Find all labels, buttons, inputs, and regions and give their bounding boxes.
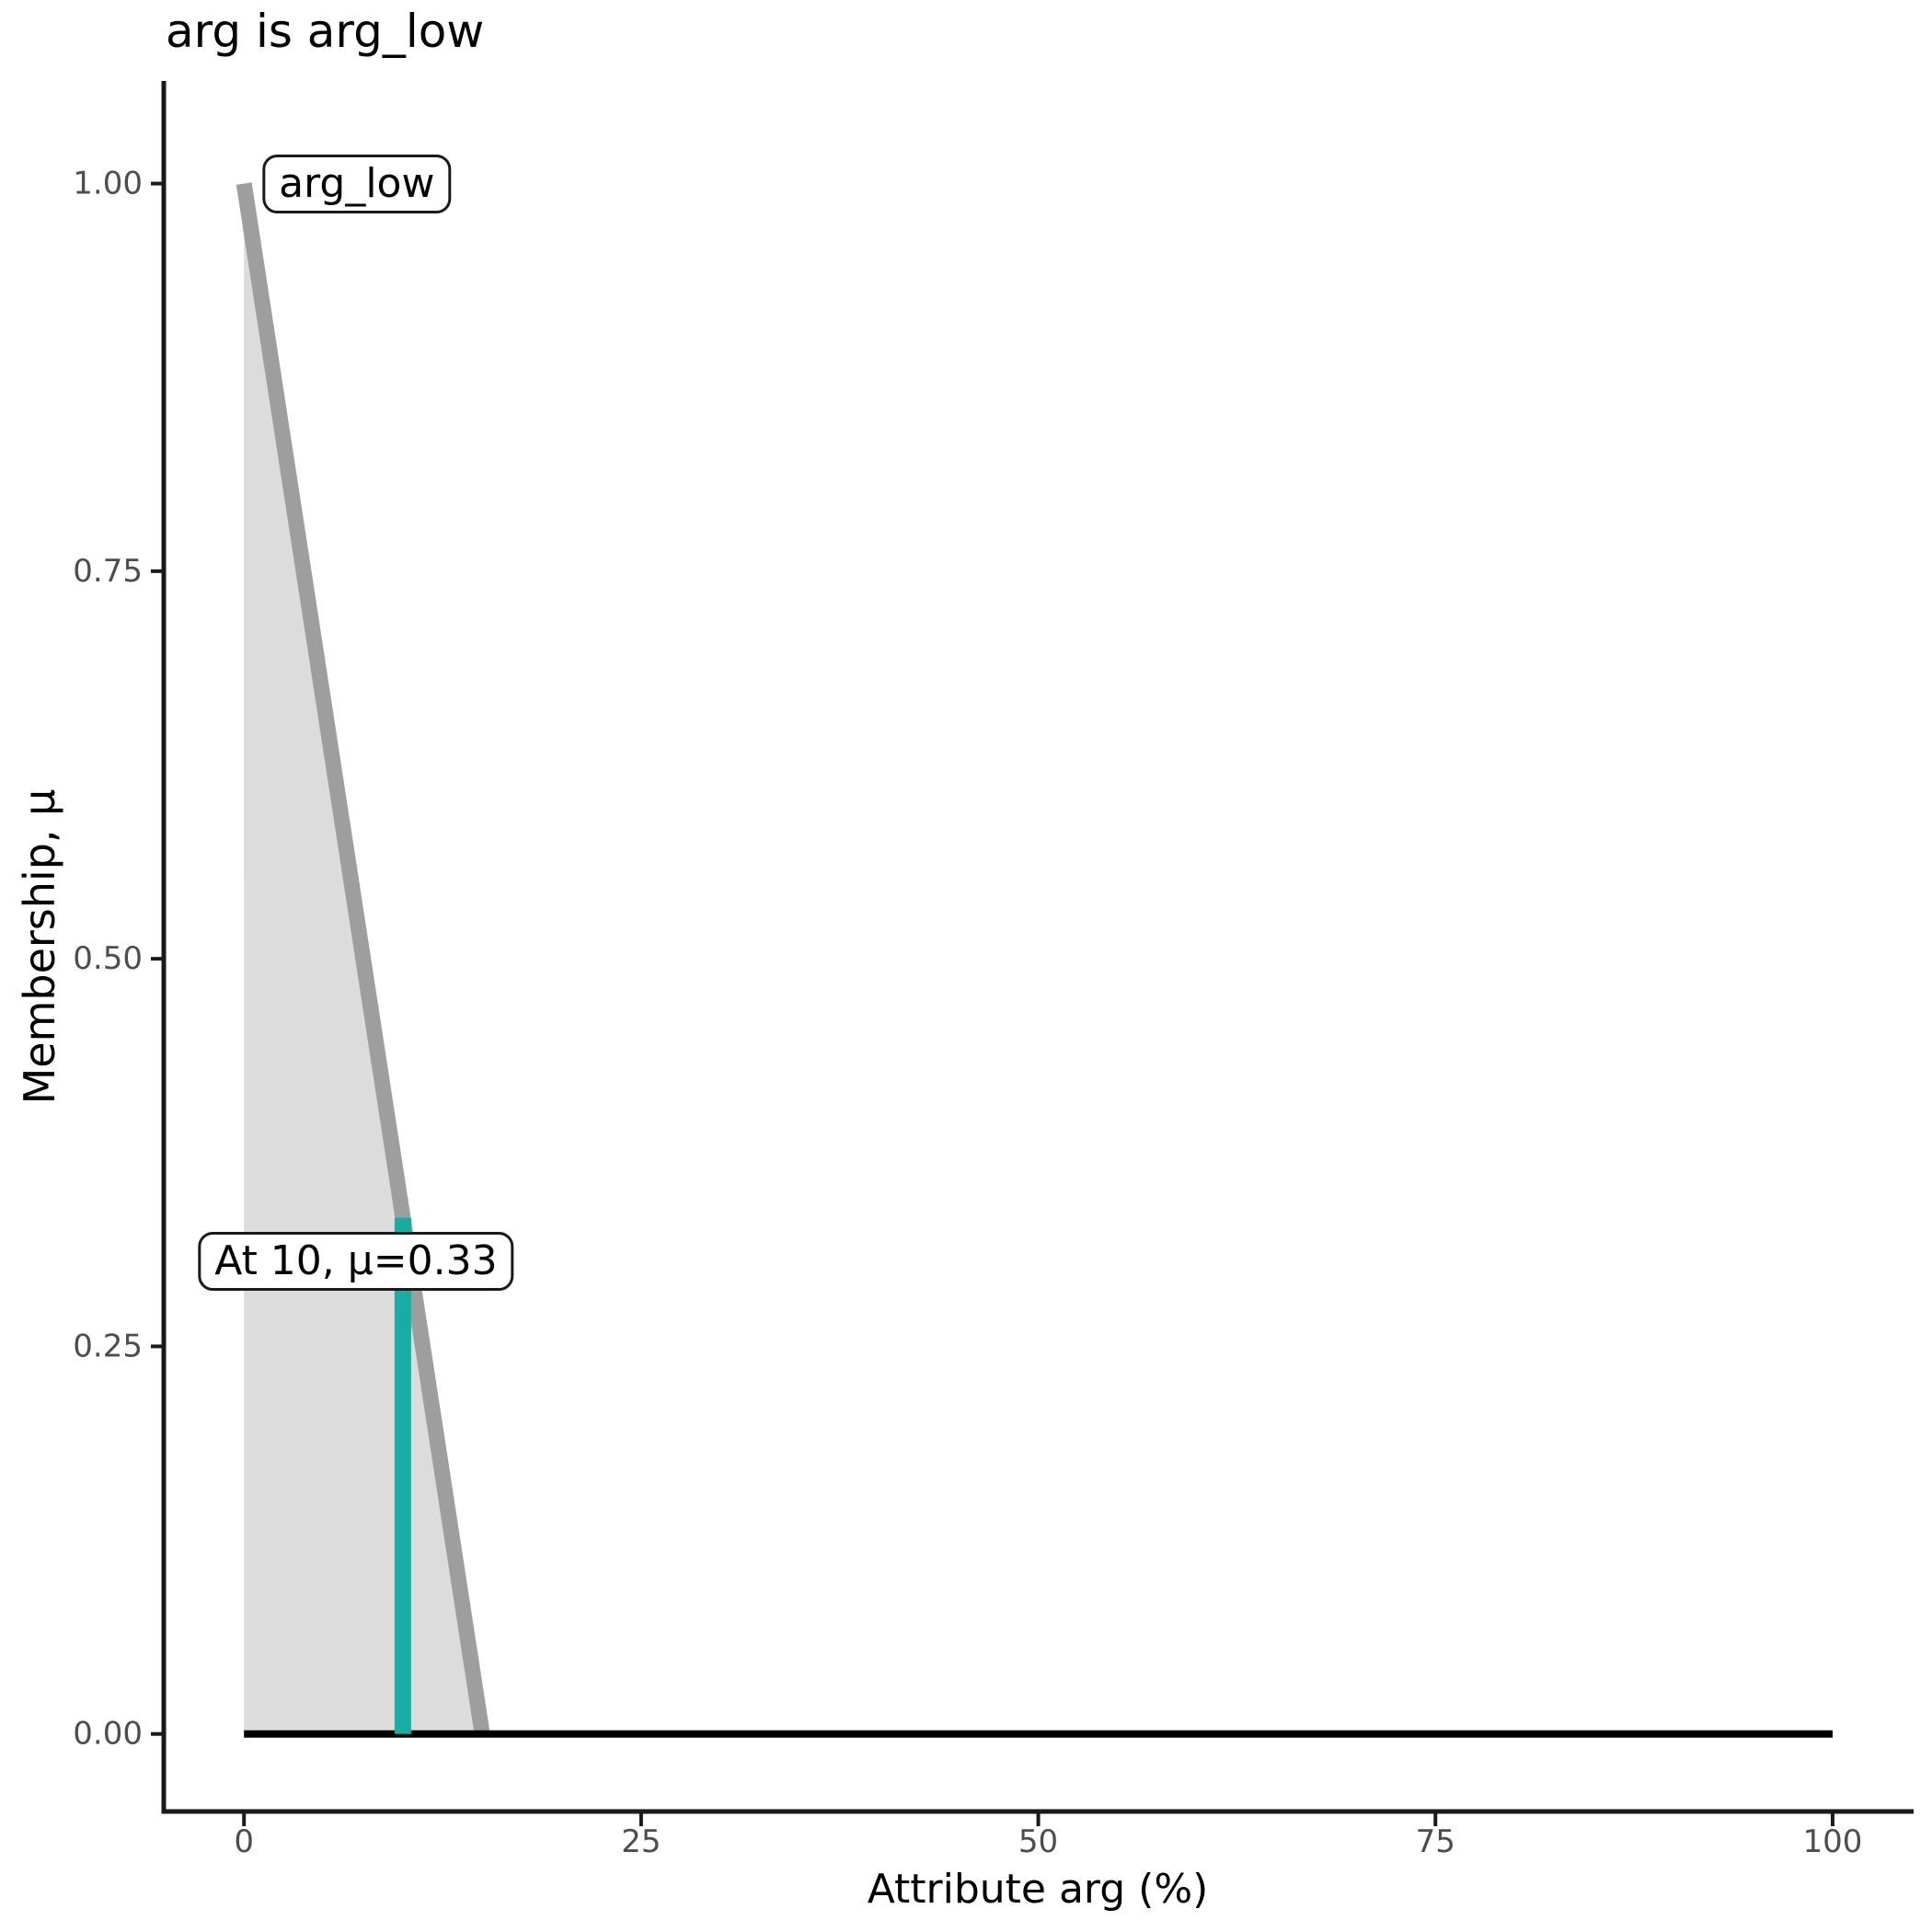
x-tick-label: 25 xyxy=(621,1823,661,1860)
x-tick-label: 50 xyxy=(1018,1823,1058,1860)
x-tick-label: 100 xyxy=(1802,1823,1862,1860)
y-tick-label: 0.50 xyxy=(73,940,143,977)
x-tick-label: 75 xyxy=(1416,1823,1455,1860)
y-tick-label: 0.00 xyxy=(73,1716,143,1753)
set-label: arg_low xyxy=(262,154,452,213)
x-tick-label: 0 xyxy=(234,1823,254,1860)
y-tick-label: 0.25 xyxy=(73,1328,143,1364)
y-tick-label: 1.00 xyxy=(73,166,143,202)
y-axis-title: Membership, μ xyxy=(15,788,64,1105)
arg-low-line xyxy=(236,182,490,1736)
y-tick-label: 0.75 xyxy=(73,553,143,590)
chart-title: arg is arg_low xyxy=(166,5,485,58)
membership-label: At 10, μ=0.33 xyxy=(198,1231,514,1291)
x-axis-title: Attribute arg (%) xyxy=(867,1866,1209,1913)
